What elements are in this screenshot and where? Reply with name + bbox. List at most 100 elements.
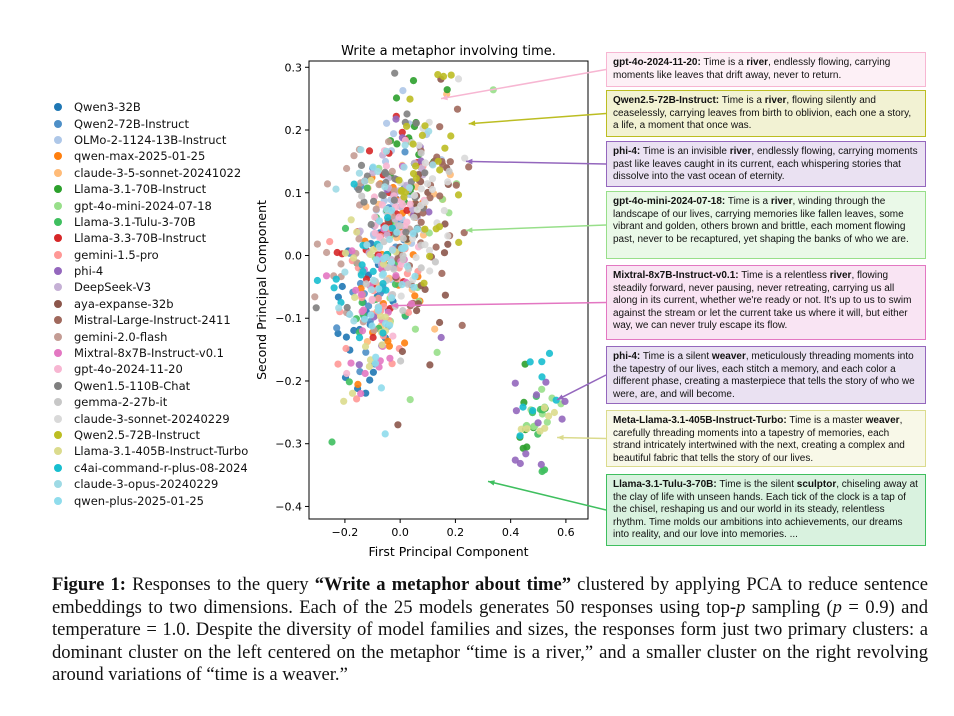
scatter-point: [395, 176, 403, 184]
scatter-point: [454, 75, 463, 83]
scatter-point: [516, 432, 524, 440]
scatter-point: [375, 181, 383, 189]
legend-item: Mixtral-8x7B-Instruct-v0.1: [54, 345, 269, 361]
scatter-point: [534, 419, 542, 427]
y-tick-label: 0.1: [285, 187, 303, 200]
scatter-point: [425, 127, 433, 135]
scatter-point: [382, 286, 390, 294]
legend-marker: [54, 332, 62, 341]
response-box: Qwen2.5-72B-Instruct: Time is a river, f…: [606, 90, 926, 137]
scatter-point: [371, 229, 379, 237]
scatter-point: [381, 430, 389, 438]
scatter-point: [387, 258, 396, 266]
scatter-point: [355, 361, 363, 369]
x-tick-label: 0.6: [557, 526, 575, 539]
scatter-point: [432, 225, 440, 233]
scatter-point: [335, 304, 343, 312]
legend-marker: [54, 267, 62, 276]
scatter-point: [400, 163, 408, 171]
scatter-point: [434, 71, 442, 79]
scatter-point: [409, 140, 417, 148]
legend-marker: [54, 168, 62, 177]
scatter-point: [399, 252, 407, 260]
x-axis-ticks: −0.2 0.0 0.2 0.4 0.6: [332, 519, 575, 539]
response-model: Mixtral-8x7B-Instruct-v0.1:: [613, 270, 739, 281]
legend-item: Llama-3.1-405B-Instruct-Turbo: [54, 443, 269, 459]
legend-label: Llama-3.1-405B-Instruct-Turbo: [74, 444, 249, 459]
legend-label: gemma-2-27b-it: [74, 395, 168, 410]
scatter-point: [368, 322, 376, 330]
annotation-arrow: [440, 68, 607, 100]
legend-item: gemma-2-27b-it: [54, 394, 269, 410]
scatter-point: [388, 246, 396, 254]
x-axis-label: First Principal Component: [368, 544, 528, 559]
scatter-point: [386, 354, 394, 362]
pca-scatter-figure: −0.2 0.0 0.2 0.4 0.6 0.30.20.10.0−0.1−0.2−0.…: [254, 44, 607, 559]
response-box: Meta-Llama-3.1-405B-Instruct-Turbo: Time…: [606, 410, 926, 467]
scatter-point: [413, 225, 421, 233]
x-tick-label: −0.2: [332, 526, 359, 539]
response-text: Time is an invisible: [640, 146, 730, 157]
scatter-point: [397, 292, 405, 300]
scatter-point: [341, 268, 349, 276]
scatter-point: [406, 184, 414, 192]
scatter-point: [341, 249, 350, 257]
scatter-point: [415, 141, 423, 149]
legend-label: qwen-plus-2025-01-25: [74, 493, 204, 508]
scatter-point: [343, 303, 351, 312]
response-text: Time is the silent: [716, 479, 797, 490]
scatter-point: [382, 162, 390, 170]
legend-marker: [54, 299, 62, 308]
y-tick-label: 0.3: [285, 61, 303, 74]
scatter-point: [361, 369, 369, 378]
y-tick-label: 0.2: [285, 124, 303, 137]
scatter-point: [409, 170, 418, 178]
legend-item: Llama-3.1-70B-Instruct: [54, 181, 269, 197]
legend-item: gpt-4o-2024-11-20: [54, 361, 269, 377]
scatter-point: [355, 186, 363, 194]
scatter-point: [390, 130, 398, 138]
scatter-point: [353, 395, 361, 403]
legend-label: phi-4: [74, 264, 104, 279]
annotation-arrow: [465, 224, 607, 232]
scatter-point: [552, 396, 560, 404]
response-text: , flowing silently and ceaselessly, carr…: [613, 95, 912, 132]
scatter-point: [538, 467, 546, 476]
response-model: phi-4:: [613, 351, 641, 362]
scatter-point: [332, 275, 340, 283]
scatter-point: [404, 308, 413, 317]
scatter-point: [441, 144, 449, 152]
response-box: gpt-4o-2024-11-20: Time is a river, endl…: [606, 52, 926, 87]
scatter-point: [366, 250, 374, 259]
scatter-point: [375, 243, 384, 251]
scatter-point: [417, 264, 425, 272]
scatter-point: [444, 240, 452, 248]
scatter-point: [355, 169, 363, 177]
scatter-point: [403, 122, 411, 130]
scatter-point: [381, 224, 389, 232]
scatter-point: [420, 279, 428, 287]
scatter-point: [388, 206, 396, 214]
response-model: gpt-4o-2024-11-20:: [613, 57, 701, 68]
legend-item: Qwen2-72B-Instruct: [54, 115, 269, 131]
scatter-point: [417, 202, 425, 210]
scatter-point: [348, 247, 356, 255]
legend-marker: [54, 152, 62, 161]
scatter-point: [372, 205, 380, 213]
scatter-point: [402, 228, 410, 236]
legend-label: c4ai-command-r-plus-08-2024: [74, 460, 248, 475]
legend-label: OLMo-2-1124-13B-Instruct: [74, 132, 227, 147]
annotation-arrowhead: [465, 158, 473, 165]
scatter-point: [537, 460, 545, 469]
scatter-point: [444, 232, 452, 240]
scatter-point: [350, 254, 358, 262]
scatter-point: [523, 425, 531, 433]
scatter-point: [418, 131, 426, 139]
scatter-point: [392, 272, 400, 280]
scatter-point: [379, 270, 387, 278]
annotation-arrowhead: [465, 227, 473, 233]
scatter-point: [342, 344, 350, 353]
scatter-point: [346, 310, 354, 319]
y-tick-label: −0.4: [275, 500, 302, 513]
legend-label: gpt-4o-2024-11-20: [74, 362, 183, 377]
